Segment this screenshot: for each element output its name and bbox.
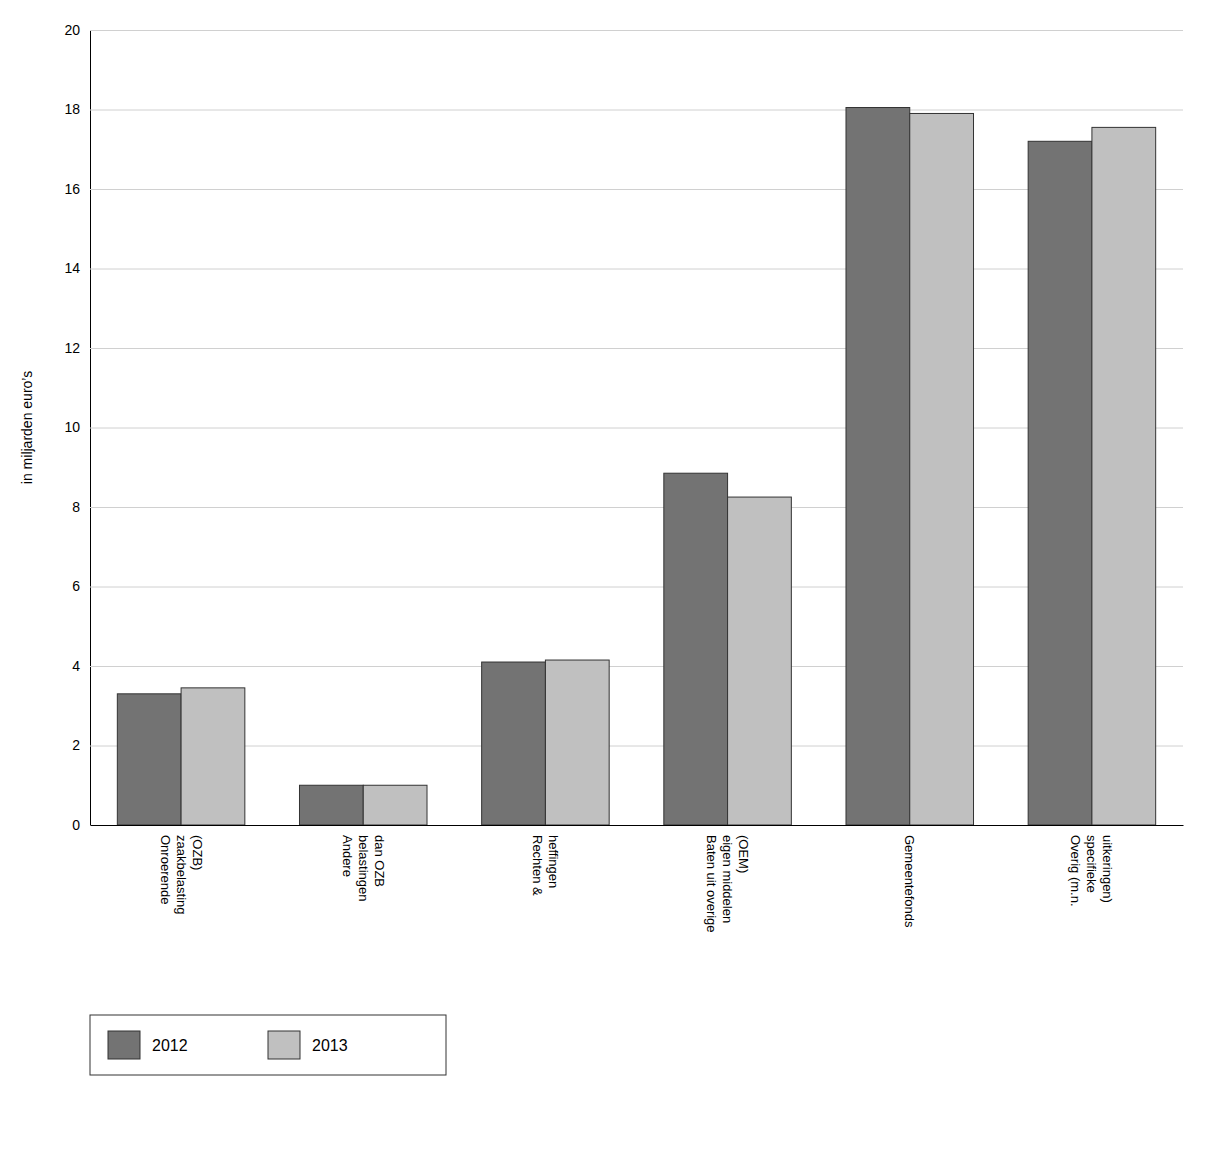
x-tick-label-line: Baten uit overige xyxy=(704,835,719,933)
y-tick: 16 xyxy=(64,181,1183,197)
y-tick: 8 xyxy=(72,499,1183,515)
grid-line xyxy=(90,587,1183,588)
grid-line xyxy=(90,348,1183,349)
bar xyxy=(664,473,728,825)
x-tick-label-line: Rechten & xyxy=(530,835,545,896)
x-tick-label: Onroerendezaakbelasting(OZB) xyxy=(158,835,205,915)
x-tick-label: Anderebelastingendan OZB xyxy=(340,835,387,902)
x-tick: Onroerendezaakbelasting(OZB) xyxy=(158,835,205,915)
legend-item: 2012 xyxy=(108,1031,188,1059)
grid-line xyxy=(90,746,1183,747)
y-tick: 10 xyxy=(64,419,1183,435)
legend-swatch xyxy=(268,1031,300,1059)
y-tick-label: 16 xyxy=(64,181,80,197)
legend-box xyxy=(90,1015,446,1075)
y-tick: 14 xyxy=(64,260,1183,276)
bar xyxy=(299,785,363,825)
bar xyxy=(545,660,609,825)
y-tick-label: 4 xyxy=(72,658,80,674)
y-axis: 0 2 4 6 8 10 12 14 16 18 20 xyxy=(64,22,1183,833)
x-tick-label-line: specifieke xyxy=(1084,835,1099,893)
y-tick-label: 10 xyxy=(64,419,80,435)
x-tick-label-line: Gemeentefonds xyxy=(902,835,917,928)
x-tick-label: Baten uit overigeeigen middelen(OEM) xyxy=(704,835,751,933)
y-tick-label: 14 xyxy=(64,260,80,276)
x-tick: Anderebelastingendan OZB xyxy=(340,835,387,902)
x-axis-line xyxy=(91,825,1184,826)
x-tick-label-line: (OZB) xyxy=(190,835,205,870)
x-tick-label-line: uitkeringen) xyxy=(1100,835,1115,903)
grid-line xyxy=(90,666,1183,667)
x-tick-label-line: heffingen xyxy=(546,835,561,888)
x-tick-label-line: eigen middelen xyxy=(720,835,735,923)
bar xyxy=(728,497,792,825)
y-tick: 18 xyxy=(64,101,1183,117)
x-tick: Gemeentefonds xyxy=(902,835,917,928)
x-tick-label-line: Andere xyxy=(340,835,355,877)
bar xyxy=(117,694,181,825)
x-tick-label: Overig (m.n.specifiekeuitkeringen) xyxy=(1068,835,1115,907)
grid-line xyxy=(90,428,1183,429)
y-tick-label: 20 xyxy=(64,22,80,38)
x-tick: Rechten &heffingen xyxy=(530,835,561,896)
x-tick-label: Gemeentefonds xyxy=(902,835,917,928)
x-tick-label-line: belastingen xyxy=(356,835,371,902)
y-tick-label: 6 xyxy=(72,578,80,594)
grid-line xyxy=(90,825,1183,826)
bar xyxy=(1028,141,1092,825)
y-tick-label: 12 xyxy=(64,340,80,356)
grid-line xyxy=(90,507,1183,508)
bar xyxy=(846,108,910,825)
bar-series xyxy=(181,113,1156,825)
y-tick-label: 0 xyxy=(72,817,80,833)
x-tick: Baten uit overigeeigen middelen(OEM) xyxy=(704,835,751,933)
x-axis: Onroerendezaakbelasting(OZB) Anderebelast… xyxy=(91,826,1184,933)
y-tick-label: 18 xyxy=(64,101,80,117)
x-tick-label-line: zaakbelasting xyxy=(174,835,189,915)
y-tick-label: 2 xyxy=(72,737,80,753)
x-tick-label-line: Onroerende xyxy=(158,835,173,904)
grid-line xyxy=(90,30,1183,31)
x-tick-label-line: dan OZB xyxy=(372,835,387,887)
y-tick: 20 xyxy=(64,22,1183,38)
x-tick-label: Rechten &heffingen xyxy=(530,835,561,896)
x-tick: Overig (m.n.specifiekeuitkeringen) xyxy=(1068,835,1115,907)
bar xyxy=(363,785,427,825)
bar-series xyxy=(117,108,1092,825)
y-tick: 6 xyxy=(72,578,1183,594)
legend-label: 2013 xyxy=(312,1037,348,1054)
grid-line xyxy=(90,110,1183,111)
bar xyxy=(1092,127,1156,825)
plot: 0 2 4 6 8 10 12 14 16 18 20 Onroerendezaakbelasting… xyxy=(19,22,1184,1075)
legend-label: 2012 xyxy=(152,1037,188,1054)
bar xyxy=(181,688,245,825)
y-axis-title: in miljarden euro’s xyxy=(19,371,35,484)
legend: 2012 2013 xyxy=(90,1015,446,1075)
y-tick-label: 8 xyxy=(72,499,80,515)
grid-line xyxy=(90,189,1183,190)
bar xyxy=(910,113,974,825)
legend-item: 2013 xyxy=(268,1031,348,1059)
chart: 0 2 4 6 8 10 12 14 16 18 20 Onroerendezaakbelasting… xyxy=(0,0,1223,1155)
bars xyxy=(117,108,1155,825)
x-tick-label-line: Overig (m.n. xyxy=(1068,835,1083,907)
y-tick: 4 xyxy=(72,658,1183,674)
x-tick-label-line: (OEM) xyxy=(736,835,751,873)
grid-line xyxy=(90,269,1183,270)
bar xyxy=(482,662,546,825)
y-tick: 12 xyxy=(64,340,1183,356)
legend-swatch xyxy=(108,1031,140,1059)
